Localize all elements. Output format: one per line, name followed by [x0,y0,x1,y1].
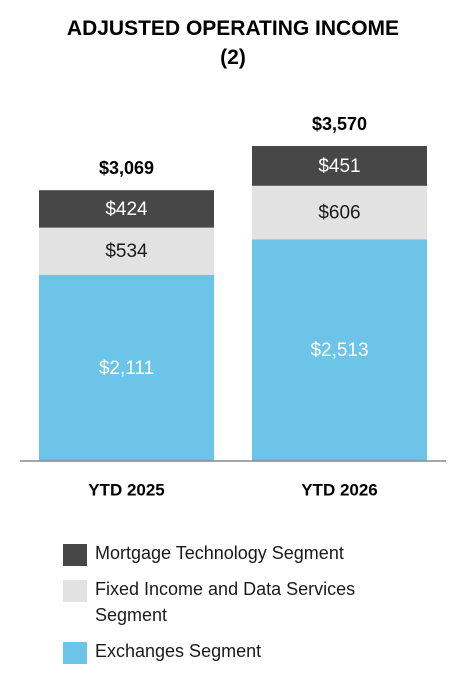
x-tick-label: YTD 2025 [88,480,165,499]
legend-item: Mortgage Technology Segment [63,540,415,566]
legend-swatch [63,544,87,566]
legend-swatch [63,642,87,664]
bar-segment [39,274,214,461]
bar-segment [39,190,214,228]
bar-segment [252,239,427,461]
total-label: $3,069 [99,158,154,178]
value-label: $2,111 [99,358,154,379]
legend-label: Exchanges Segment [95,641,262,661]
legend-label: Fixed Income and Data Services Segment [95,579,356,625]
total-label: $3,570 [312,114,367,134]
value-label: $424 [105,199,148,220]
chart-title: ADJUSTED OPERATING INCOME (2) [66,17,400,69]
bar-segment [39,227,214,275]
x-tick-label: YTD 2026 [301,480,378,499]
legend-item: Fixed Income and Data Services Segment [63,576,415,628]
bar-segment [252,146,427,186]
value-label: $606 [318,203,360,224]
legend-label: Mortgage Technology Segment [95,543,344,563]
legend: Mortgage Technology Segment Fixed Income … [63,540,463,674]
legend-item: Exchanges Segment [63,638,415,664]
value-label: $451 [318,156,360,177]
bar-segment [252,185,427,240]
value-label: $2,513 [310,340,368,361]
value-label: $534 [105,241,148,262]
legend-swatch [63,580,87,602]
